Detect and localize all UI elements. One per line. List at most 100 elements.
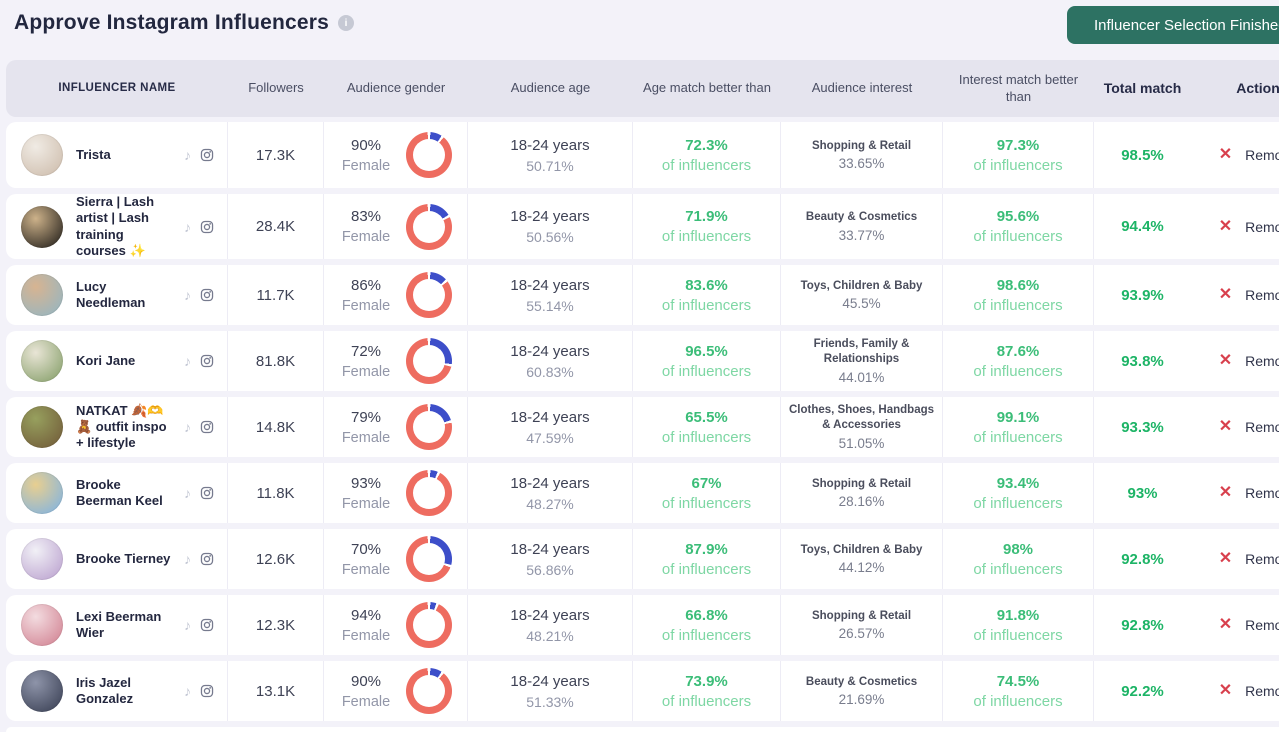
followers-count: 11.8K: [256, 484, 295, 502]
instagram-icon[interactable]: [200, 618, 214, 632]
interest-name: Toys, Children & Baby: [800, 279, 923, 292]
instagram-icon[interactable]: [200, 220, 214, 234]
remove-label: Remove: [1245, 287, 1279, 303]
total-match-percent: 92.2%: [1121, 682, 1164, 700]
audience-age-cell: 18-24 years 56.86%: [468, 529, 633, 589]
interest-match-sublabel: of influencers: [973, 494, 1063, 512]
tiktok-icon[interactable]: ♪: [184, 485, 191, 501]
influencer-name[interactable]: Kori Jane: [76, 352, 136, 368]
interest-match-percent: 97.3%: [996, 136, 1040, 154]
tiktok-icon[interactable]: ♪: [184, 147, 191, 163]
followers-count: 28.4K: [255, 218, 296, 235]
instagram-icon[interactable]: [200, 552, 214, 566]
audience-gender-cell: 83% Female: [324, 194, 468, 259]
remove-button[interactable]: ✕ Remove: [1191, 265, 1279, 325]
remove-button[interactable]: ✕ Remove: [1191, 595, 1279, 655]
gender-percent: 93%: [350, 474, 382, 492]
interest-match-sublabel: of influencers: [973, 296, 1063, 314]
influencer-name-cell: Brooke Beerman Keel ♪: [6, 463, 228, 523]
age-match-percent: 73.9%: [685, 672, 728, 690]
table-row: Kori Jane ♪ 81.8K 72% Female 18-24 years…: [6, 331, 1279, 391]
age-match-cell: 65.5% of influencers: [633, 397, 781, 457]
age-range: 18-24 years: [510, 276, 590, 294]
influencer-name[interactable]: Sierra | Lash artist | Lash training cou…: [76, 194, 155, 258]
platform-icons: ♪: [184, 288, 214, 302]
interest-match-sublabel: of influencers: [973, 428, 1063, 446]
gender-donut-chart: [406, 668, 452, 714]
influencer-name[interactable]: Brooke Beerman Keel: [76, 476, 163, 508]
influencer-name[interactable]: Lexi Beerman Wier: [76, 608, 162, 640]
age-percent: 60.83%: [526, 363, 574, 380]
tiktok-icon[interactable]: ♪: [184, 683, 191, 699]
platform-icons: ♪: [184, 354, 214, 368]
tiktok-icon[interactable]: ♪: [184, 218, 191, 235]
total-match-percent: 92.8%: [1121, 616, 1164, 634]
age-match-cell: 66.8% of influencers: [633, 595, 781, 655]
audience-gender-cell: 70% Female: [324, 529, 468, 589]
interest-match-sublabel: of influencers: [973, 626, 1063, 644]
tiktok-icon[interactable]: ♪: [184, 617, 191, 633]
interest-percent: 33.77%: [838, 227, 885, 243]
remove-button[interactable]: ✕ Remove: [1191, 529, 1279, 589]
platform-icons: ♪: [184, 486, 214, 500]
x-icon: ✕: [1218, 616, 1233, 633]
interest-match-cell: 98% of influencers: [943, 529, 1094, 589]
gender-donut-chart: [406, 404, 452, 450]
audience-age-cell: 18-24 years 60.83%: [468, 331, 633, 391]
interest-match-cell: 93.4% of influencers: [943, 463, 1094, 523]
audience-interest-cell: Toys, Children & Baby 44.12%: [781, 529, 943, 589]
table-row: Lexi Beerman Wier ♪ 12.3K 94% Female 18-…: [6, 595, 1279, 655]
followers-count: 14.8K: [255, 418, 296, 436]
interest-match-percent: 91.8%: [996, 606, 1040, 624]
interest-match-percent: 95.6%: [996, 208, 1040, 225]
influencer-name[interactable]: Brooke Tierney: [76, 550, 171, 566]
tiktok-icon[interactable]: ♪: [184, 353, 191, 369]
remove-button[interactable]: ✕ Remove: [1191, 397, 1279, 457]
remove-button[interactable]: ✕ Remove: [1191, 194, 1279, 259]
info-icon[interactable]: i: [338, 15, 355, 31]
interest-match-percent: 99.1%: [996, 408, 1040, 426]
influencer-name[interactable]: NATKAT 🍂🫶 🧸 outfit inspo + lifestyle: [76, 402, 167, 451]
age-percent: 48.27%: [526, 495, 574, 512]
instagram-icon[interactable]: [200, 420, 214, 434]
instagram-icon[interactable]: [200, 148, 214, 162]
audience-interest-cell: Friends, Family & Relationships 44.01%: [781, 331, 943, 391]
platform-icons: ♪: [184, 684, 214, 698]
followers-cell: 11.8K: [228, 463, 324, 523]
total-match-percent: 94.4%: [1121, 218, 1164, 235]
remove-label: Remove: [1245, 419, 1279, 435]
interest-match-sublabel: of influencers: [973, 362, 1063, 380]
age-match-cell: 87.9% of influencers: [633, 529, 781, 589]
interest-match-sublabel: of influencers: [973, 560, 1063, 578]
instagram-icon[interactable]: [200, 486, 214, 500]
remove-button[interactable]: ✕ Remove: [1191, 661, 1279, 721]
influencer-name[interactable]: Trista: [76, 146, 111, 162]
remove-button[interactable]: ✕ Remove: [1191, 122, 1279, 188]
remove-label: Remove: [1245, 147, 1279, 163]
remove-button[interactable]: ✕ Remove: [1191, 331, 1279, 391]
table-row: Lucy Needleman ♪ 11.7K 86% Female 18-24 …: [6, 265, 1279, 325]
followers-cell: 81.8K: [228, 331, 324, 391]
influencer-name[interactable]: Lucy Needleman: [76, 278, 146, 310]
instagram-icon[interactable]: [200, 354, 214, 368]
interest-percent: 28.16%: [838, 494, 885, 510]
influencer-selection-finished-button[interactable]: Influencer Selection Finished: [1067, 6, 1279, 44]
tiktok-icon[interactable]: ♪: [184, 551, 191, 567]
remove-button[interactable]: ✕ Remove: [1191, 463, 1279, 523]
gender-text: 86% Female: [339, 277, 393, 314]
gender-percent: 90%: [350, 672, 382, 690]
influencer-name[interactable]: Iris Jazel Gonzalez: [76, 674, 134, 706]
table-row: Iris Jazel Gonzalez ♪ 13.1K 90% Female 1…: [6, 661, 1279, 721]
tiktok-icon[interactable]: ♪: [184, 419, 191, 435]
platform-icons: ♪: [184, 220, 214, 234]
tiktok-icon[interactable]: ♪: [184, 287, 191, 303]
x-icon: ✕: [1218, 217, 1233, 235]
age-match-percent: 65.5%: [685, 408, 728, 426]
instagram-icon[interactable]: [200, 288, 214, 302]
platform-icons: ♪: [184, 148, 214, 162]
gender-donut-chart: [406, 272, 452, 318]
interest-match-percent: 98.6%: [996, 276, 1040, 294]
gender-label: Female: [341, 627, 391, 644]
audience-interest-cell: Shopping & Retail 28.16%: [781, 463, 943, 523]
instagram-icon[interactable]: [200, 684, 214, 698]
